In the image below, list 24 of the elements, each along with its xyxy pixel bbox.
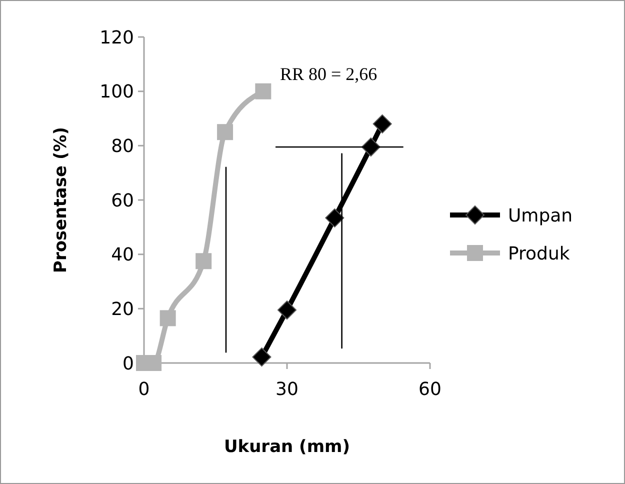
point (217, 124, 234, 140)
legend-label: Umpan (508, 205, 573, 226)
point (278, 300, 296, 320)
y-tick-label: 80 (111, 136, 134, 157)
point (361, 138, 380, 157)
point (160, 310, 176, 326)
point (372, 114, 392, 134)
y-tick-label: 0 (122, 353, 134, 374)
y-tick-label: 40 (111, 244, 134, 266)
point (196, 253, 212, 270)
point (252, 348, 272, 367)
point (255, 83, 272, 100)
x-tick-label: 30 (276, 379, 298, 400)
annotation: RR 80 = 2,66 (280, 64, 378, 84)
x-tick-label: 0 (138, 379, 150, 400)
y-tick-label: 100 (100, 82, 134, 103)
y-tick-label: 120 (100, 27, 134, 48)
x-tick-label: 60 (418, 379, 442, 400)
y-axis-title: Prosentase (%) (51, 126, 71, 274)
x-axis-title: Ukuran (mm) (224, 437, 350, 457)
legend-label: Produk (508, 243, 570, 264)
y-tick-label: 60 (111, 190, 134, 212)
point (325, 208, 344, 228)
y-tick-label: 20 (111, 298, 134, 320)
